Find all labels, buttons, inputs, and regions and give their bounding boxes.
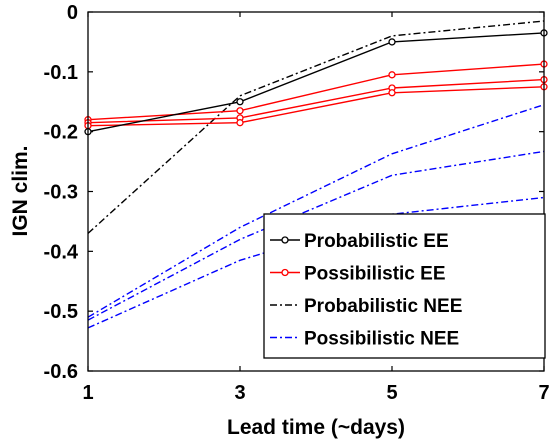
y-tick-label: -0.1 (44, 62, 78, 84)
x-axis-label: Lead time (~days) (227, 416, 405, 439)
data-point (388, 71, 396, 79)
y-axis-ticks: 0 -0.1 -0.2 -0.3 -0.4 -0.5 -0.6 (44, 2, 544, 383)
series-line (87, 63, 545, 121)
data-point (388, 38, 396, 46)
series-line (87, 86, 545, 127)
x-tick-label: 5 (386, 382, 397, 404)
data-point (236, 98, 244, 106)
plot-frame (87, 11, 545, 372)
data-point (236, 107, 244, 115)
y-axis-label: IGN clim. (9, 145, 32, 236)
x-tick-label: 1 (82, 382, 93, 404)
y-tick-label: -0.2 (44, 122, 78, 144)
x-tick-label: 7 (538, 382, 549, 404)
legend-marker (281, 236, 289, 244)
series-line (87, 150, 545, 321)
x-tick-label: 3 (234, 382, 245, 404)
series-line (87, 32, 545, 133)
series-line (87, 104, 545, 318)
legend: Probabilistic EE Possibilistic EE Probabil… (263, 213, 546, 359)
legend-label: Probabilistic EE (304, 231, 449, 252)
series-line (87, 78, 545, 124)
legend-label: Possibilistic NEE (304, 329, 459, 350)
y-tick-label: -0.6 (44, 361, 78, 383)
y-tick-label: -0.4 (44, 241, 79, 263)
legend-box (263, 213, 546, 359)
series-line (87, 20, 545, 234)
legend-label: Probabilistic NEE (304, 296, 462, 317)
legend-marker (281, 268, 289, 277)
legend-label: Possibilistic EE (304, 264, 446, 285)
y-tick-label: -0.3 (44, 182, 78, 204)
y-tick-label: -0.5 (44, 301, 78, 323)
data-point (388, 89, 396, 97)
y-tick-label: 0 (67, 2, 78, 24)
data-point (236, 119, 244, 127)
